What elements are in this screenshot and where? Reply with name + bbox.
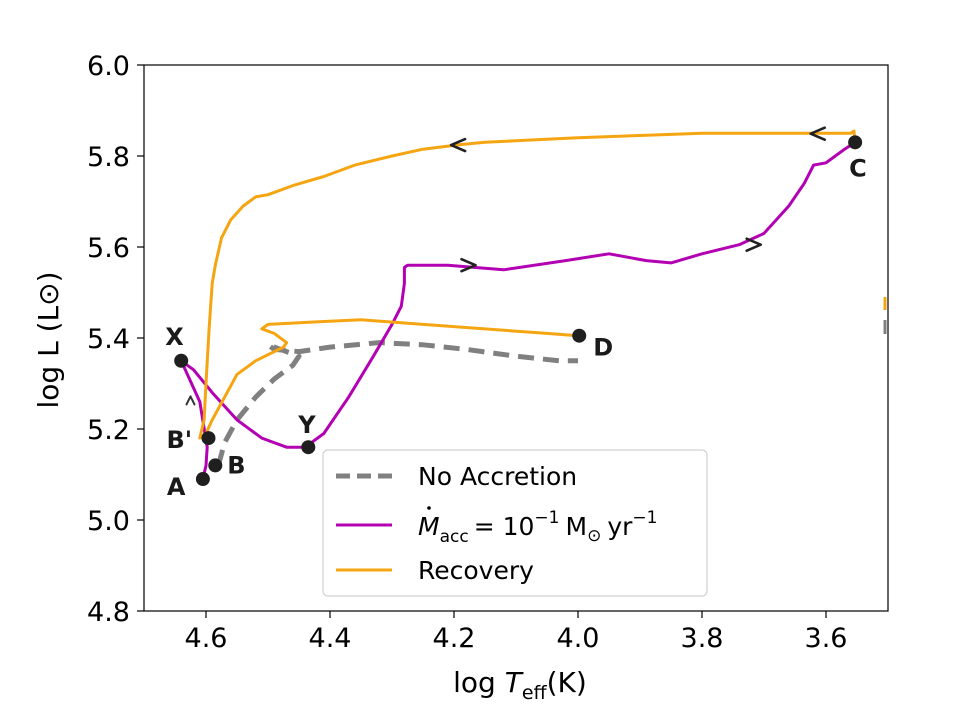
- point-marker: [208, 458, 223, 473]
- y-tick-label: 5.4: [87, 324, 130, 355]
- point-label: C: [849, 154, 867, 182]
- direction-arrow: [449, 137, 467, 153]
- y-tick-label: 5.8: [87, 142, 130, 173]
- series-line-recovery: [198, 129, 857, 440]
- point-marker: [848, 135, 863, 150]
- point-marker: [201, 431, 216, 446]
- axis-ticks: 4.6 4.4 4.2 4.0 3.8 3.6 4.8 5.0 5.2 5.4 5.6 5.8 6.0: [87, 51, 847, 654]
- legend-label-accretion: Macc = 10−1 M⊙ yr−1: [418, 506, 657, 547]
- x-tick-label: 4.6: [185, 623, 228, 654]
- direction-arrow: [460, 257, 477, 273]
- x-axis-label: log Teff(K): [453, 666, 587, 704]
- y-tick-label: 5.2: [87, 415, 130, 446]
- x-tick-label: 4.4: [309, 623, 352, 654]
- x-tick-label: 3.8: [681, 623, 724, 654]
- point-layer: A B B' X Y C D: [165, 135, 867, 501]
- series-line-no-accretion: [215, 340, 578, 467]
- point-marker: [301, 440, 316, 455]
- y-tick-label: 5.6: [87, 233, 130, 264]
- point-marker: [174, 353, 189, 368]
- y-axis-label: log L (L⊙): [32, 272, 65, 409]
- legend-box: [322, 449, 708, 597]
- series-line-accretion: [179, 140, 857, 481]
- arrow-layer: [185, 126, 826, 406]
- m-dot-accent: [427, 506, 431, 510]
- y-tick-label: 5.0: [87, 506, 130, 537]
- point-label: D: [593, 334, 613, 362]
- legend-label-no-accretion: No Accretion: [418, 462, 577, 491]
- x-tick-label: 4.0: [557, 623, 600, 654]
- direction-arrow: [809, 126, 826, 142]
- svg-text:Macc= 10−1M⊙yr−1: Macc = 10−1 M⊙ yr−1: [418, 508, 657, 547]
- y-tick-label: 6.0: [87, 51, 130, 82]
- point-label: B: [227, 451, 245, 479]
- point-marker: [195, 472, 210, 487]
- x-tick-label: 3.6: [805, 623, 848, 654]
- x-tick-label: 4.2: [433, 623, 476, 654]
- legend: No Accretion Macc = 10−1 M⊙ yr−1 Recovery: [322, 449, 708, 597]
- legend-label-recovery: Recovery: [418, 556, 534, 585]
- point-label: X: [165, 323, 184, 351]
- direction-arrow: [745, 237, 762, 253]
- point-label: Y: [297, 411, 316, 439]
- point-label: A: [167, 473, 186, 501]
- point-marker: [572, 328, 587, 343]
- y-tick-label: 4.8: [87, 597, 130, 628]
- point-label: B': [166, 426, 192, 454]
- series-layer: [179, 129, 857, 481]
- direction-arrow: [185, 395, 196, 406]
